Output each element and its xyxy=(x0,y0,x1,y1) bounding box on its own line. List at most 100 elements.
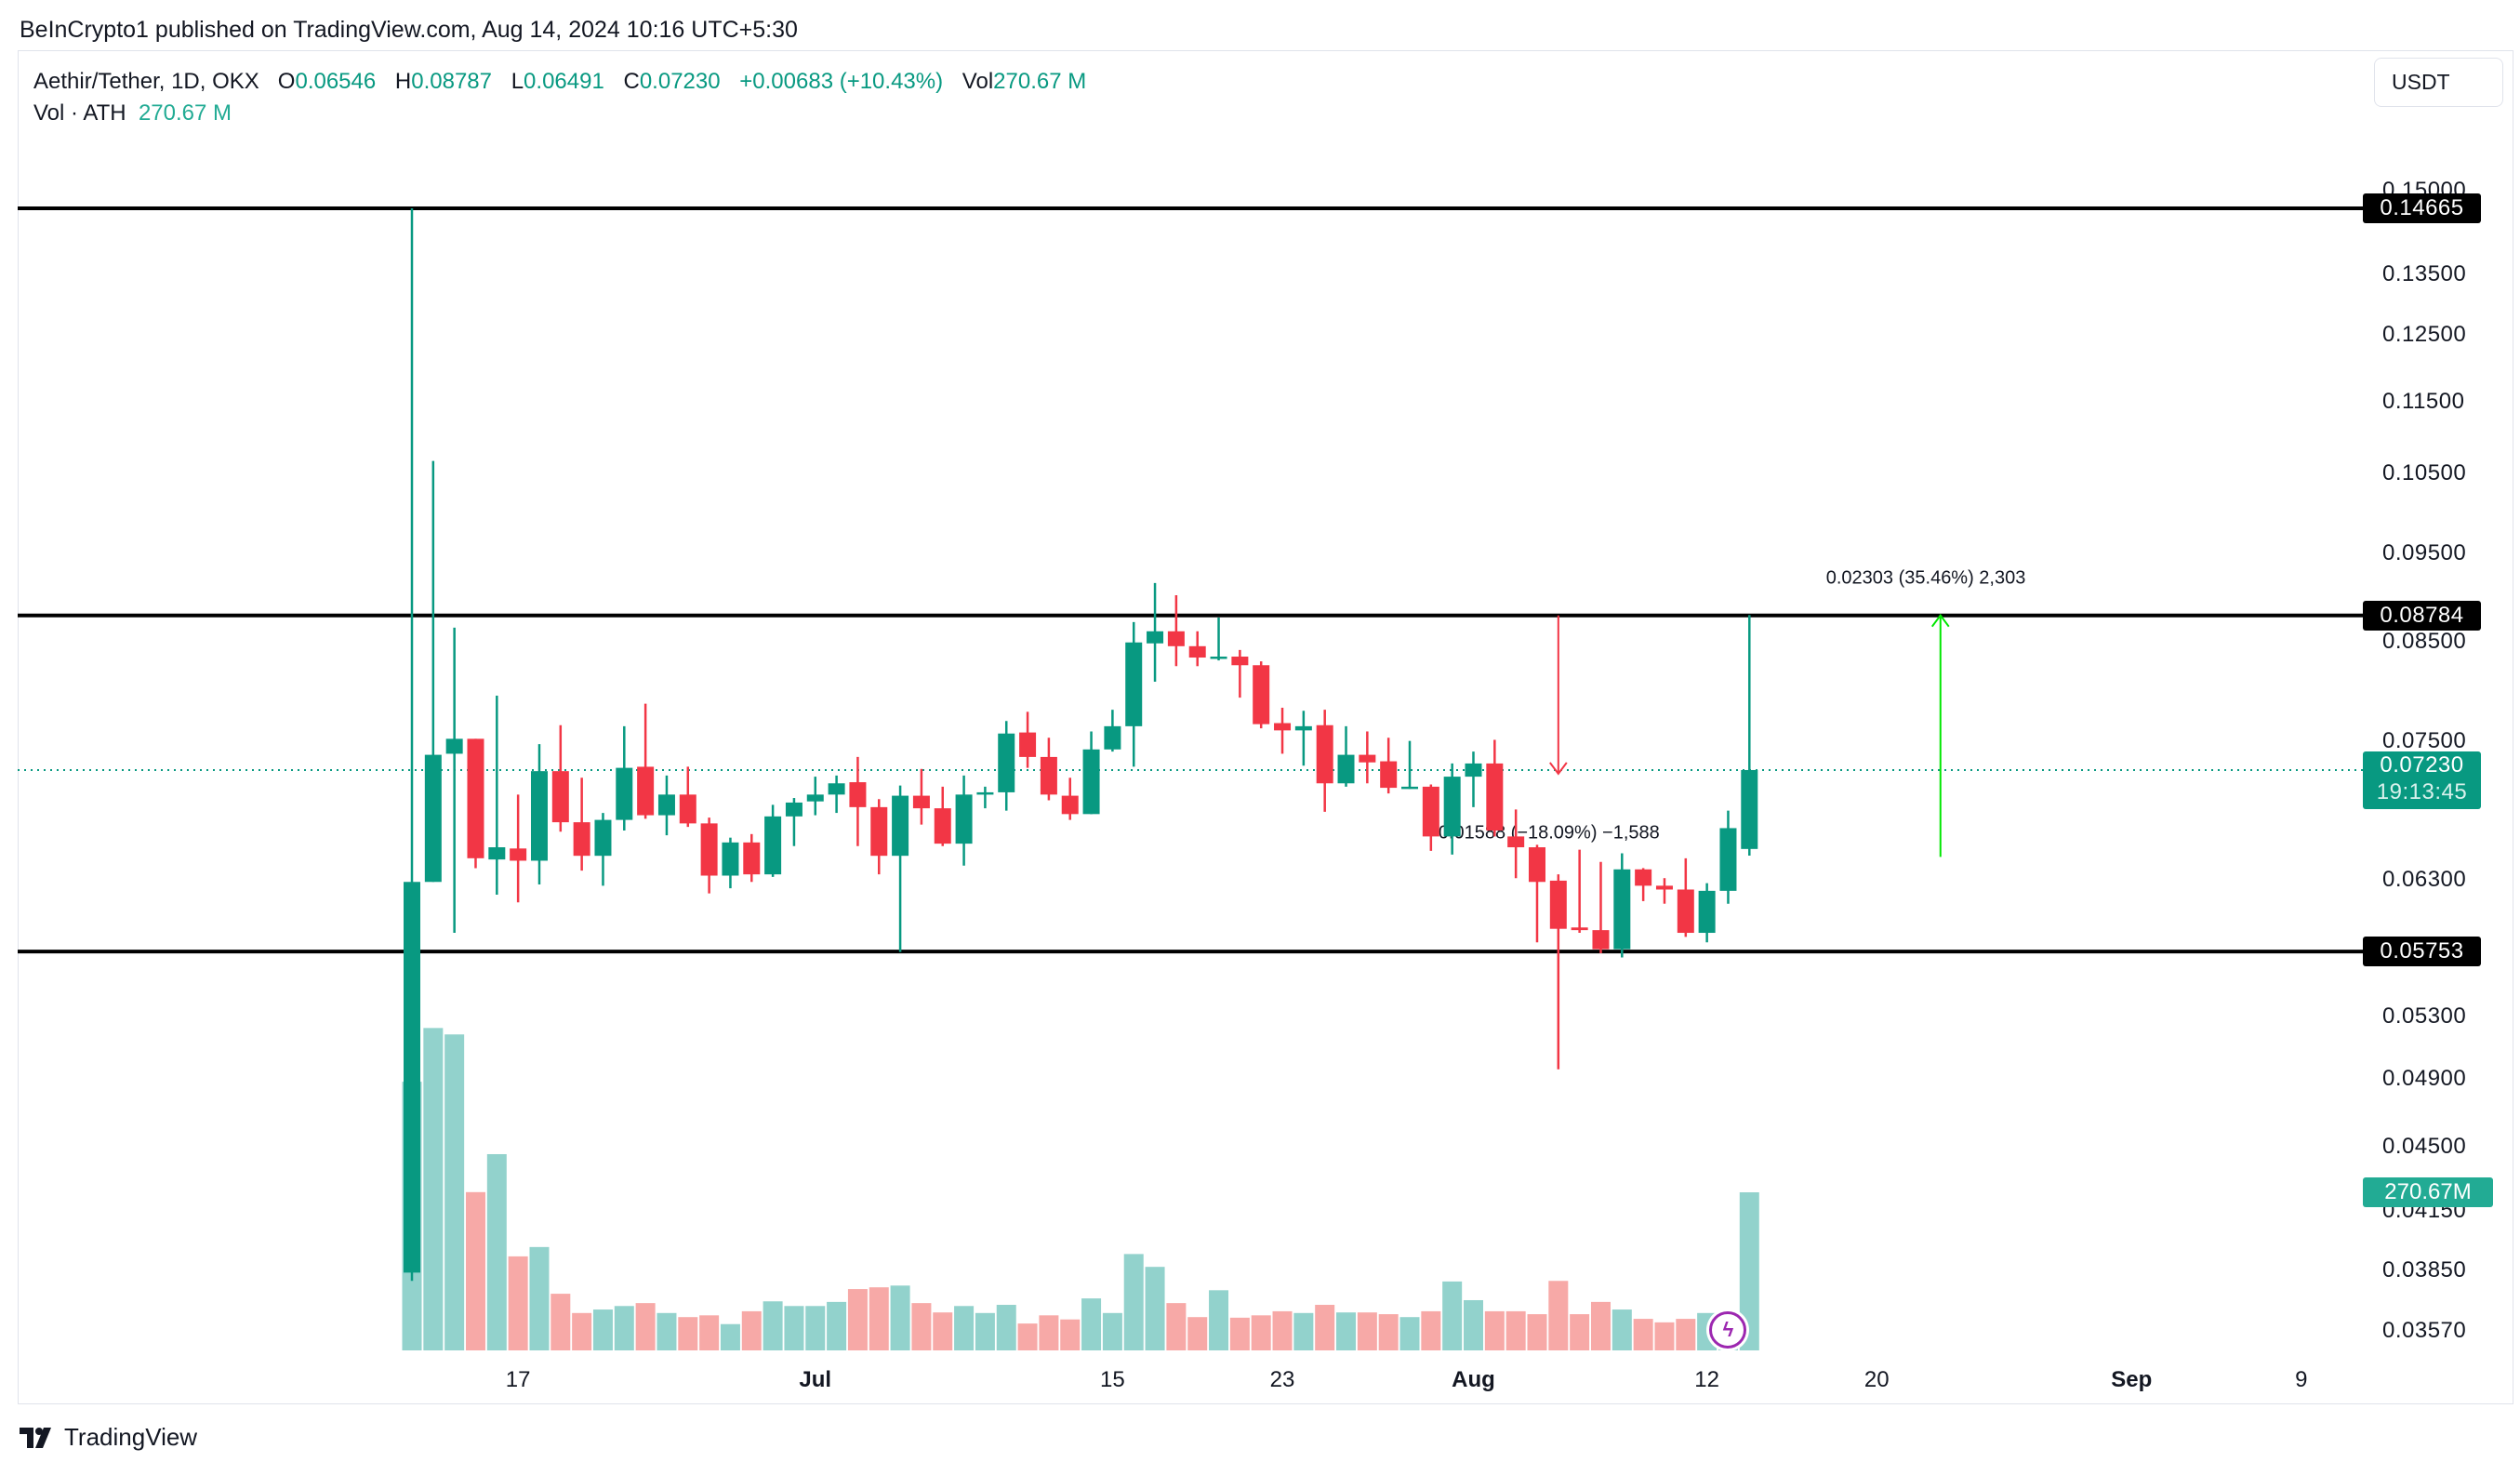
price-axis-label: 0.05300 xyxy=(2382,1003,2467,1030)
candle-body xyxy=(1104,725,1121,750)
candle xyxy=(1380,738,1398,794)
candle xyxy=(1019,711,1037,768)
volume-bar xyxy=(1611,1309,1632,1350)
candle-body xyxy=(892,795,909,857)
volume-bar xyxy=(678,1317,698,1350)
candle-body xyxy=(1401,786,1419,790)
time-axis-label: 20 xyxy=(1863,1367,1890,1392)
price-axis-label: 0.03850 xyxy=(2382,1257,2467,1283)
symbol-name[interactable]: Aethir/Tether, 1D, OKX xyxy=(33,69,259,94)
volume-bar xyxy=(1633,1319,1653,1350)
candle-body xyxy=(700,823,718,876)
candle-body xyxy=(828,783,845,795)
tradingview-footer[interactable]: TradingView xyxy=(20,1423,197,1452)
candle-body xyxy=(1210,656,1227,659)
candle-body xyxy=(785,802,802,817)
candle-body xyxy=(1082,749,1100,815)
candle xyxy=(764,804,782,877)
candle-body xyxy=(1571,927,1588,931)
time-axis-label: 9 xyxy=(2295,1367,2308,1392)
candle-body xyxy=(1613,869,1631,950)
low-value: 0.06491 xyxy=(524,69,604,94)
volume-bar xyxy=(869,1287,889,1350)
candle-body xyxy=(637,766,655,816)
time-axis-label: 15 xyxy=(1100,1367,1125,1392)
volume-bar xyxy=(699,1315,720,1350)
volume-bar xyxy=(1548,1281,1569,1350)
symbol-legend: Aethir/Tether, 1D, OKX O0.06546 H0.08787… xyxy=(33,69,1099,95)
close-label: C xyxy=(623,69,640,94)
level-price-label: 0.14665 xyxy=(2363,193,2481,223)
candle-body xyxy=(1231,656,1249,666)
volume-bar xyxy=(827,1301,847,1350)
candle-body xyxy=(424,754,442,883)
volume-bar xyxy=(1378,1314,1399,1350)
candle xyxy=(1401,740,1419,790)
candle-body xyxy=(445,738,463,754)
open-label: O xyxy=(277,69,296,94)
candle xyxy=(1528,844,1545,943)
volume-bar xyxy=(486,1153,507,1350)
time-axis-label: 17 xyxy=(505,1367,531,1392)
candle-body xyxy=(955,794,973,844)
candle-body xyxy=(870,806,888,857)
candle xyxy=(404,208,420,1282)
candle-body xyxy=(1019,732,1037,757)
high-label: H xyxy=(394,69,412,94)
volume-indicator-label: Vol · ATH xyxy=(33,100,126,126)
candle-body xyxy=(1528,847,1545,883)
candle xyxy=(1422,784,1439,851)
volume-bar xyxy=(1570,1314,1590,1350)
candle-body xyxy=(1125,642,1143,726)
last-price-label: 0.07230 19:13:45 xyxy=(2363,751,2481,809)
candle-body xyxy=(1741,769,1758,849)
candle xyxy=(679,766,696,828)
volume-indicator-legend[interactable]: Vol · ATH 270.67 M xyxy=(33,100,232,126)
volume-bar xyxy=(1399,1317,1420,1350)
candle xyxy=(1549,874,1567,1070)
candle-body xyxy=(1677,889,1694,934)
candle xyxy=(530,744,548,884)
volume-bar xyxy=(847,1289,868,1350)
tradingview-brand: TradingView xyxy=(64,1423,198,1451)
candle xyxy=(657,775,675,836)
candle xyxy=(1741,615,1758,857)
candle-body xyxy=(1592,930,1610,950)
candle xyxy=(445,627,463,934)
level-price-label: 0.08784 xyxy=(2363,600,2481,631)
currency-button[interactable]: USDT xyxy=(2374,58,2503,107)
candle xyxy=(637,703,655,819)
volume-axis-label: 270.67M xyxy=(2363,1177,2493,1208)
volume-bar xyxy=(614,1306,634,1350)
candle xyxy=(1613,853,1631,958)
volume-bar xyxy=(465,1191,485,1350)
volume-bar xyxy=(996,1305,1016,1350)
volume-bar xyxy=(890,1285,910,1350)
candle xyxy=(1294,711,1312,766)
candle xyxy=(616,725,633,831)
candle-body xyxy=(1337,754,1355,784)
candle-body xyxy=(722,842,739,876)
candle xyxy=(785,798,802,846)
candle xyxy=(870,799,888,875)
candle xyxy=(722,837,739,889)
volume-bar xyxy=(784,1306,804,1350)
published-caption: BeInCrypto1 published on TradingView.com… xyxy=(20,17,798,43)
volume-bar xyxy=(933,1312,953,1350)
lightning-icon[interactable]: ϟ xyxy=(1709,1311,1747,1349)
volume-bar xyxy=(720,1323,740,1350)
candle xyxy=(1635,868,1652,901)
candle-body xyxy=(806,794,824,802)
time-axis-label: 23 xyxy=(1269,1367,1295,1392)
candle-body xyxy=(657,794,675,816)
candle-body xyxy=(912,795,930,809)
candle xyxy=(1147,582,1164,683)
candle xyxy=(976,786,994,809)
volume-bar xyxy=(635,1303,656,1350)
candle-body xyxy=(594,819,612,857)
arrow-head-icon xyxy=(1549,762,1568,776)
candle xyxy=(1571,849,1588,934)
volume-bar xyxy=(1527,1314,1547,1350)
volume-bar xyxy=(1293,1312,1314,1350)
